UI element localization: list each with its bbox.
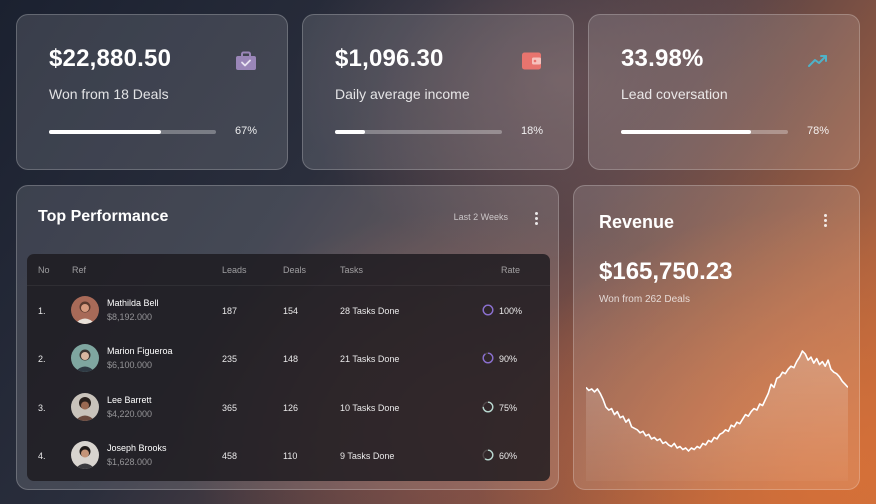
table-row[interactable]: 2. Marion Figueroa $6,100.000 235 148 21…	[27, 334, 550, 382]
revenue-subtitle: Won from 262 Deals	[599, 294, 690, 305]
person-amount: $8,192.000	[107, 312, 153, 322]
leads-value: 235	[222, 354, 238, 364]
row-number: 2.	[38, 354, 46, 364]
header-no: No	[38, 265, 50, 275]
stat-label: Won from 18 Deals	[49, 86, 169, 102]
rate-ring-progress	[482, 401, 494, 413]
briefcase-icon	[236, 51, 256, 70]
stat-card-lead-conversion: 33.98% Lead coversation 78%	[588, 14, 860, 170]
tasks-value: 21 Tasks Done	[340, 354, 400, 364]
stat-value: $1,096.30	[335, 45, 444, 72]
deals-value: 126	[283, 403, 299, 413]
person-name: Lee Barrett	[107, 395, 152, 405]
trending-up-icon	[808, 55, 827, 67]
rate-ring-progress	[482, 304, 494, 316]
progress-bar	[621, 130, 788, 134]
table-header: No Ref Leads Deals Tasks Rate	[27, 254, 550, 286]
progress-percent: 18%	[520, 125, 543, 137]
tasks-value: 9 Tasks Done	[340, 451, 395, 461]
avatar	[71, 344, 99, 372]
deals-value: 148	[283, 354, 299, 364]
stat-label: Lead coversation	[621, 86, 728, 102]
table-row[interactable]: 3. Lee Barrett $4,220.000 365 126 10 Tas…	[27, 383, 550, 431]
more-options-icon[interactable]	[535, 212, 538, 225]
person-amount: $4,220.000	[107, 409, 153, 419]
revenue-chart	[586, 350, 848, 481]
period-filter[interactable]: Last 2 Weeks	[453, 212, 508, 222]
header-tasks: Tasks	[340, 265, 364, 275]
deals-value: 154	[283, 306, 299, 316]
performance-table: No Ref Leads Deals Tasks Rate 1. Mathild…	[27, 254, 550, 481]
card-title: Revenue	[599, 212, 675, 232]
progress-fill	[335, 130, 366, 134]
row-number: 3.	[38, 403, 46, 413]
person-name: Mathilda Bell	[107, 298, 159, 308]
person-name: Joseph Brooks	[107, 443, 167, 453]
chart-line	[586, 350, 848, 452]
stat-card-daily-income: $1,096.30 Daily average income 18%	[302, 14, 574, 170]
rate-ring-icon	[482, 401, 494, 413]
person-amount: $1,628.000	[107, 457, 153, 467]
stat-value: $22,880.50	[49, 45, 172, 72]
progress-percent: 67%	[234, 125, 257, 137]
person-amount: $6,100.000	[107, 360, 153, 370]
progress-fill	[621, 130, 752, 134]
top-performance-card: Top Performance Last 2 Weeks No Ref Lead…	[16, 185, 559, 490]
table-row[interactable]: 1. Mathilda Bell $8,192.000 187 154 28 T…	[27, 286, 550, 334]
progress-bar	[335, 130, 502, 134]
rate-ring-progress	[482, 352, 494, 364]
header-deals: Deals	[283, 265, 307, 275]
rate-ring-icon	[482, 304, 494, 316]
rate-ring-icon	[482, 352, 494, 364]
progress-bar	[49, 130, 216, 134]
wallet-icon	[522, 52, 541, 70]
leads-value: 458	[222, 451, 238, 461]
rate-value: 75%	[499, 403, 518, 413]
tasks-value: 10 Tasks Done	[340, 403, 400, 413]
stat-value: 33.98%	[621, 45, 704, 72]
leads-value: 365	[222, 403, 238, 413]
rate-ring-icon	[482, 449, 494, 461]
stat-card-won: $22,880.50 Won from 18 Deals 67%	[16, 14, 288, 170]
avatar	[71, 441, 99, 469]
deals-value: 110	[283, 451, 298, 461]
header-leads: Leads	[222, 265, 247, 275]
person-name: Marion Figueroa	[107, 346, 173, 356]
rate-ring-progress	[482, 449, 494, 461]
row-number: 1.	[38, 306, 46, 316]
avatar	[71, 393, 99, 421]
table-row[interactable]: 4. Joseph Brooks $1,628.000 458 110 9 Ta…	[27, 431, 550, 479]
leads-value: 187	[222, 306, 238, 316]
revenue-card: Revenue $165,750.23 Won from 262 Deals	[573, 185, 860, 490]
tasks-value: 28 Tasks Done	[340, 306, 400, 316]
progress-percent: 78%	[806, 125, 829, 137]
card-title: Top Performance	[38, 208, 169, 225]
rate-value: 90%	[499, 354, 518, 364]
progress-fill	[49, 130, 161, 134]
header-ref: Ref	[72, 265, 87, 275]
stat-label: Daily average income	[335, 86, 470, 102]
revenue-value: $165,750.23	[599, 258, 733, 285]
header-rate: Rate	[501, 265, 521, 275]
avatar	[71, 296, 99, 324]
chart-area	[586, 351, 848, 481]
rate-value: 100%	[499, 306, 523, 316]
row-number: 4.	[38, 451, 46, 461]
more-options-icon[interactable]	[824, 214, 827, 227]
rate-value: 60%	[499, 451, 518, 461]
